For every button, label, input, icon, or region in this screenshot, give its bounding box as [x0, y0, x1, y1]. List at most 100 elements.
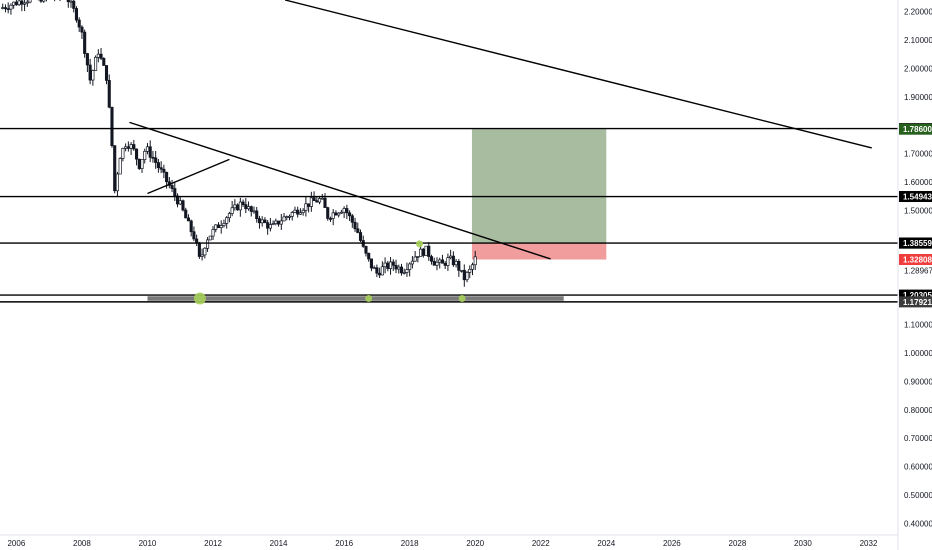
candle-body [91, 70, 95, 81]
stop-zone[interactable] [471, 243, 607, 260]
candle-body [446, 257, 450, 266]
price-badge [899, 254, 932, 266]
candle-body [367, 252, 371, 260]
candle-body [165, 171, 169, 183]
candle-body [260, 219, 264, 224]
y-tick-label: 1.60000 [904, 178, 932, 187]
candle-body [118, 158, 122, 175]
candle-body [72, 0, 76, 9]
candles-layer [1, 0, 477, 287]
candle-body [14, 1, 18, 6]
candle-body [287, 215, 292, 218]
candle-body [83, 31, 87, 54]
candle-body [356, 228, 360, 233]
candle-body [9, 4, 13, 10]
candle-body [113, 145, 117, 192]
candle-body [323, 197, 327, 208]
price-badge-label: 1.20305 [903, 291, 932, 300]
candle-body [309, 197, 313, 207]
candle-body [137, 158, 141, 169]
candle-body [421, 248, 425, 256]
candle-body [424, 245, 428, 256]
x-tick-label: 2006 [7, 539, 25, 548]
candle-body [102, 58, 106, 66]
candle-body [451, 255, 455, 266]
candle-body [375, 267, 379, 274]
candle-body [170, 185, 174, 189]
trendline[interactable] [147, 158, 230, 195]
price-badge [899, 237, 932, 249]
candle-body [206, 239, 210, 249]
candle-body [203, 247, 207, 256]
candle-body [320, 197, 324, 200]
candle-body [216, 224, 221, 229]
candle-body [405, 269, 409, 273]
candle-body [454, 261, 458, 266]
y-tick-label: 1.10000 [904, 320, 932, 329]
candle-body [246, 206, 251, 210]
candle-body [77, 19, 81, 28]
x-tick-label: 2022 [532, 539, 550, 548]
candle-body [465, 272, 469, 281]
drawings-layer[interactable] [0, 0, 898, 303]
candle-body [227, 213, 231, 219]
trendline[interactable] [129, 121, 551, 260]
candle-body [222, 223, 226, 226]
candle-body [110, 106, 114, 147]
candle-body [96, 53, 100, 58]
time-axis[interactable]: 2006 2008 2010 2012 2014 2016 2018 2020 2022 2024… [0, 534, 898, 548]
candle-body [162, 168, 166, 173]
candle-body [462, 269, 466, 281]
price-badge [899, 289, 932, 301]
candle-body [80, 26, 84, 33]
candle-body [236, 204, 240, 211]
candle-body [208, 235, 212, 241]
candle-body [107, 80, 111, 108]
candle-body [282, 216, 286, 222]
candle-body [200, 254, 204, 257]
candle-body [389, 261, 393, 269]
candle-body [419, 248, 423, 257]
candle-body [457, 261, 461, 271]
candle-body [145, 146, 150, 152]
candle-body [410, 260, 414, 265]
candle-body [132, 144, 136, 150]
y-tick-label: 0.80000 [904, 406, 932, 415]
candle-body [279, 220, 283, 225]
trendline[interactable] [284, 0, 872, 149]
candle-body [230, 207, 234, 214]
candle-body [358, 232, 363, 241]
x-tick-label: 2008 [73, 539, 91, 548]
candle-body [391, 261, 395, 266]
candle-body [468, 268, 472, 273]
candle-body [244, 204, 248, 210]
candle-body [443, 262, 447, 266]
candle-body [74, 8, 79, 21]
candle-body [383, 262, 387, 268]
y-tick-label: 0.90000 [904, 377, 932, 386]
candle-body [178, 200, 182, 205]
price-badge-label: 1.78600 [903, 125, 932, 134]
candle-body [121, 147, 125, 159]
candle-body [312, 197, 316, 202]
pivot-marker [365, 295, 373, 303]
candle-body [331, 212, 335, 219]
target-zone[interactable] [471, 129, 607, 244]
candle-body [42, 0, 46, 2]
price-badge-label: 1.38559 [903, 239, 932, 248]
candle-body [28, 0, 32, 3]
y-tick-label: 2.10000 [904, 36, 932, 45]
x-tick-label: 2012 [204, 539, 222, 548]
y-tick-label: 2.20000 [904, 7, 932, 16]
candle-body [378, 272, 382, 276]
price-axis[interactable]: 2.20000 2.10000 2.00000 1.90000 1.70000 1.600… [897, 0, 932, 550]
candle-body [429, 256, 434, 262]
candle-body [197, 242, 201, 257]
candle-body [151, 156, 155, 159]
candle-body [135, 148, 139, 160]
candle-body [17, 0, 21, 6]
candle-body [473, 256, 477, 266]
candle-body [470, 264, 475, 270]
price-badge-label: 1.32808 [903, 256, 932, 265]
